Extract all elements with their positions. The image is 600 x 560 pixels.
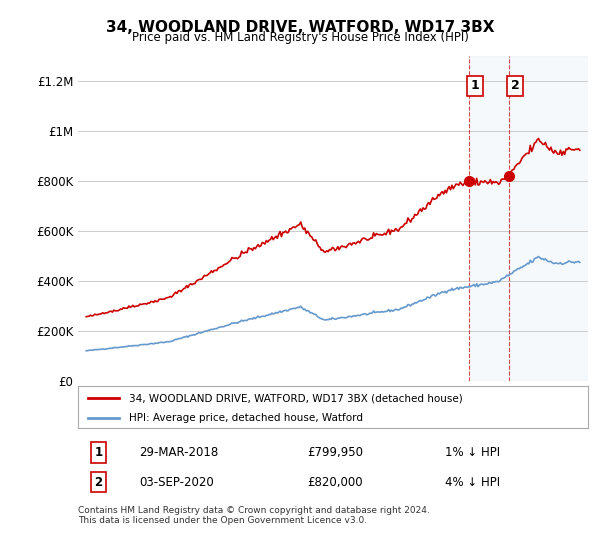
- Bar: [509, 56, 588, 381]
- Text: HPI: Average price, detached house, Watford: HPI: Average price, detached house, Watf…: [129, 413, 363, 423]
- Text: 1: 1: [471, 80, 479, 92]
- Text: £799,950: £799,950: [308, 446, 364, 459]
- Text: 2: 2: [511, 80, 520, 92]
- Text: 34, WOODLAND DRIVE, WATFORD, WD17 3BX (detached house): 34, WOODLAND DRIVE, WATFORD, WD17 3BX (d…: [129, 393, 463, 403]
- Text: 29-MAR-2018: 29-MAR-2018: [139, 446, 218, 459]
- Text: Contains HM Land Registry data © Crown copyright and database right 2024.
This d: Contains HM Land Registry data © Crown c…: [78, 506, 430, 525]
- Text: 4% ↓ HPI: 4% ↓ HPI: [445, 475, 500, 488]
- Text: 34, WOODLAND DRIVE, WATFORD, WD17 3BX: 34, WOODLAND DRIVE, WATFORD, WD17 3BX: [106, 20, 494, 35]
- Bar: [469, 56, 509, 381]
- Text: 03-SEP-2020: 03-SEP-2020: [139, 475, 214, 488]
- Text: 2: 2: [94, 475, 103, 488]
- Text: £820,000: £820,000: [308, 475, 363, 488]
- Text: 1% ↓ HPI: 1% ↓ HPI: [445, 446, 500, 459]
- Text: Price paid vs. HM Land Registry's House Price Index (HPI): Price paid vs. HM Land Registry's House …: [131, 31, 469, 44]
- Text: 1: 1: [94, 446, 103, 459]
